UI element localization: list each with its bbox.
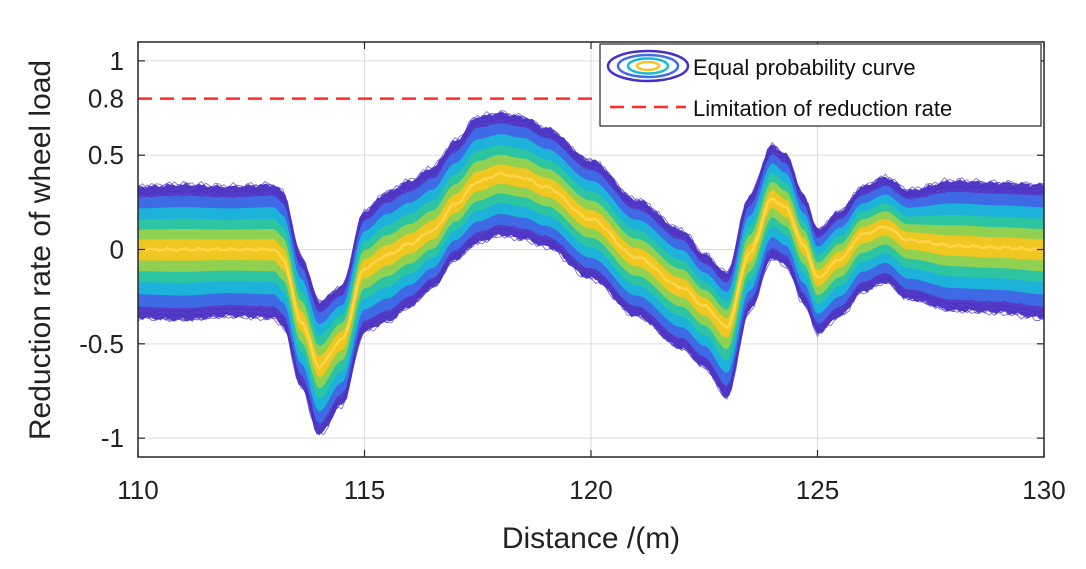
legend-label-contour: Equal probability curve <box>693 55 916 80</box>
median-curve <box>138 171 1044 370</box>
outer-sample-curve <box>138 110 1044 303</box>
tick-marks: 110 115 120 125 130 1 0.5 0 -0.5 -1 0.8 <box>79 42 1066 505</box>
probability-band-3 <box>138 145 1044 400</box>
y-tick-label: -1 <box>101 423 124 453</box>
outer-sample-curve <box>138 232 1044 436</box>
y-tick-label: -0.5 <box>79 329 124 359</box>
legend-contour-icon <box>606 49 690 83</box>
y-tick-label: 0.5 <box>88 140 124 170</box>
x-axis-label: Distance /(m) <box>502 522 680 555</box>
legend: Equal probability curve Limitation of re… <box>599 43 1042 127</box>
x-tick-label: 130 <box>1022 475 1065 505</box>
y-tick-label: 0 <box>110 235 124 265</box>
probability-bands <box>138 110 1044 436</box>
x-tick-label: 120 <box>569 475 612 505</box>
y-tick-label: 1 <box>110 46 124 76</box>
x-tick-label: 115 <box>344 475 385 505</box>
outer-sample-curve <box>138 227 1044 425</box>
probability-band-4 <box>138 154 1044 389</box>
x-tick-label: 125 <box>796 475 839 505</box>
x-tick-label: 110 <box>117 475 158 505</box>
y-tick-label-limit: 0.8 <box>88 84 124 114</box>
legend-label-limit: Limitation of reduction rate <box>693 96 952 121</box>
probability-band-2 <box>138 134 1044 412</box>
y-axis-label: Reduction rate of wheel load <box>24 60 57 440</box>
legend-box <box>599 43 1042 127</box>
